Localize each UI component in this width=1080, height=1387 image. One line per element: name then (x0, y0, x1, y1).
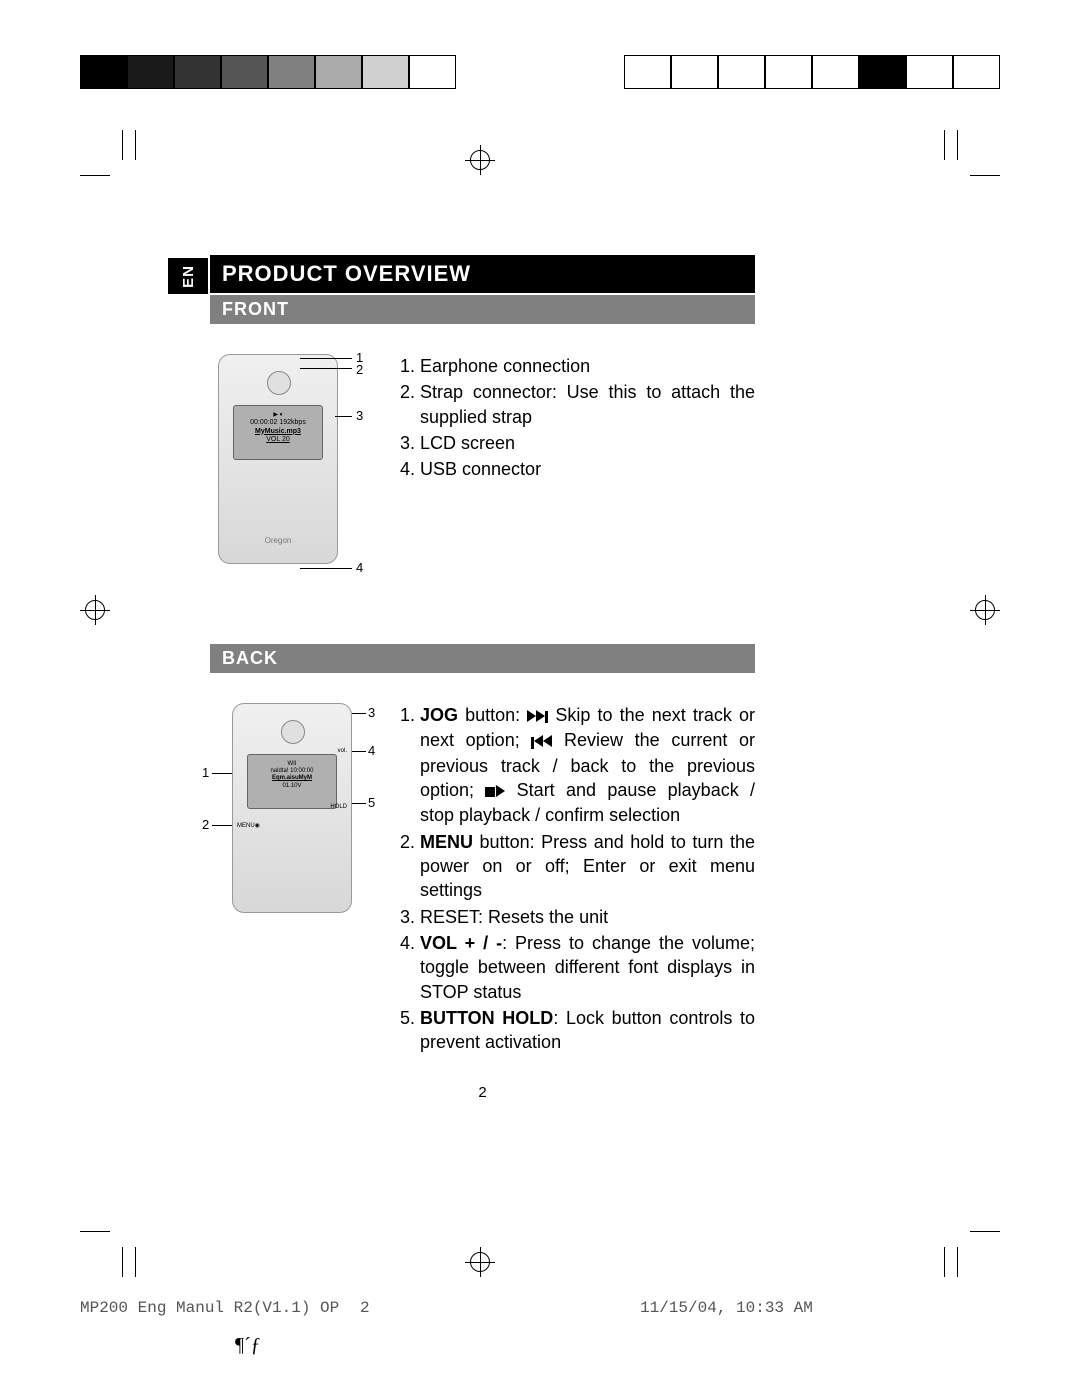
back-item-3: RESET: Resets the unit (420, 905, 755, 929)
front-item-4: USB connector (420, 457, 755, 481)
front-parts-list: Earphone connection Strap connector: Use… (394, 354, 755, 481)
back-item-2: MENU button: Press and hold to turn the … (420, 830, 755, 903)
back-item-5: BUTTON HOLD: Lock button controls to pre… (420, 1006, 755, 1055)
back-callout-3: 3 (368, 705, 375, 720)
section-heading-front: FRONT (210, 295, 755, 324)
page-number: 2 (210, 1084, 755, 1101)
front-section: ▶ ⏸ 00:00:02 192kbps MyMusic.mp3 VOL 20 … (210, 354, 755, 584)
page-title: PRODUCT OVERVIEW (210, 255, 755, 293)
back-item-1: JOG button: Skip to the next track or ne… (420, 703, 755, 828)
front-item-3: LCD screen (420, 431, 755, 455)
color-swatch-bar-right (624, 55, 1000, 89)
section-heading-back: BACK (210, 644, 755, 673)
back-callout-5: 5 (368, 795, 375, 810)
skip-fwd-icon (527, 704, 548, 728)
color-swatch-bar-left (80, 55, 456, 89)
play-stop-icon (485, 779, 505, 803)
registration-mark-right (970, 595, 1000, 625)
back-callout-4: 4 (368, 743, 375, 758)
registration-mark-top (465, 145, 495, 175)
language-tab: EN (168, 258, 208, 294)
back-callout-1: 1 (202, 765, 209, 780)
registration-mark-left (80, 595, 110, 625)
footer-doc-name: MP200 Eng Manul R2(V1.1) OP (80, 1299, 360, 1317)
front-callout-2: 2 (356, 362, 363, 377)
footer-page: 2 (360, 1299, 640, 1317)
back-item-4: VOL + / -: Press to change the volume; t… (420, 931, 755, 1004)
page-content: PRODUCT OVERVIEW FRONT ▶ ⏸ 00:00:02 192k… (210, 255, 755, 1101)
back-figure: WII naldta! 10:00:00 Eqm.aisuMyM 01.10V … (210, 703, 380, 923)
back-parts-list: JOG button: Skip to the next track or ne… (394, 703, 755, 1054)
back-section: WII naldta! 10:00:00 Eqm.aisuMyM 01.10V … (210, 703, 755, 1056)
language-code: EN (180, 265, 197, 288)
front-figure: ▶ ⏸ 00:00:02 192kbps MyMusic.mp3 VOL 20 … (210, 354, 380, 584)
footer: MP200 Eng Manul R2(V1.1) OP 2 11/15/04, … (80, 1299, 1000, 1317)
footer-timestamp: 11/15/04, 10:33 AM (640, 1299, 1000, 1317)
front-callout-4: 4 (356, 560, 363, 575)
stray-glyphs: ¶´ƒ (235, 1334, 261, 1357)
front-item-2: Strap connector: Use this to attach the … (420, 380, 755, 429)
skip-back-icon (531, 729, 552, 753)
back-callout-2: 2 (202, 817, 209, 832)
front-item-1: Earphone connection (420, 354, 755, 378)
registration-mark-bottom (465, 1247, 495, 1277)
front-callout-3: 3 (356, 408, 363, 423)
